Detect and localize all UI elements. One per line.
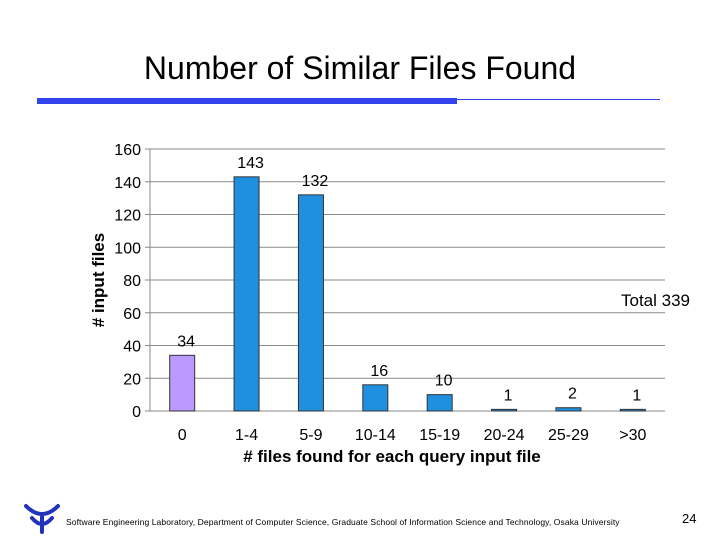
data-label: 132 [302, 173, 329, 190]
bar [555, 407, 582, 412]
bars [169, 176, 646, 412]
y-tick-label: 160 [114, 142, 141, 159]
page-number: 24 [682, 511, 697, 526]
total-annotation: Total 339 [621, 291, 690, 310]
x-axis-label: # files found for each query input file [243, 447, 541, 466]
bar [362, 384, 389, 412]
x-tick-label: 10-14 [355, 427, 396, 444]
title-underline-thick [37, 98, 457, 104]
y-tick-label: 0 [132, 404, 141, 421]
y-tick-label: 100 [114, 240, 141, 257]
bar [297, 194, 324, 412]
bar [233, 176, 260, 412]
x-tick-label: 1-4 [235, 427, 258, 444]
x-tick-label: >30 [619, 427, 646, 444]
x-tick-label: 20-24 [484, 427, 525, 444]
y-axis-label: # input files [89, 233, 108, 327]
data-label: 16 [370, 363, 388, 380]
x-tick-labels: 0 1-4 5-9 10-14 15-19 20-24 25-29 >30 [178, 427, 647, 444]
university-logo-icon [22, 500, 62, 541]
x-tick-label: 25-29 [548, 427, 589, 444]
bar [491, 408, 518, 412]
bar [169, 354, 196, 412]
footer-text: Software Engineering Laboratory, Departm… [66, 517, 620, 527]
bar [619, 408, 646, 412]
y-tick-label: 120 [114, 208, 141, 225]
title-underline-thin [457, 99, 660, 100]
gridlines [145, 148, 665, 412]
y-tick-label: 40 [123, 339, 141, 356]
bar [426, 394, 453, 412]
data-labels: 34 143 132 16 10 1 2 1 [177, 155, 641, 405]
x-tick-label: 5-9 [299, 427, 322, 444]
data-label: 2 [568, 386, 577, 403]
data-label: 1 [632, 387, 641, 404]
x-tick-label: 15-19 [419, 427, 460, 444]
data-label: 143 [237, 155, 264, 172]
y-tick-labels: 0 20 40 60 80 100 120 140 160 [114, 142, 141, 421]
x-tick-label: 0 [178, 427, 187, 444]
data-label: 34 [177, 333, 195, 350]
data-label: 10 [435, 373, 453, 390]
data-label: 1 [504, 387, 513, 404]
y-tick-label: 140 [114, 175, 141, 192]
y-tick-label: 80 [123, 273, 141, 290]
slide-title: Number of Similar Files Found [143, 50, 577, 86]
y-tick-label: 20 [123, 371, 141, 388]
y-tick-label: 60 [123, 306, 141, 323]
